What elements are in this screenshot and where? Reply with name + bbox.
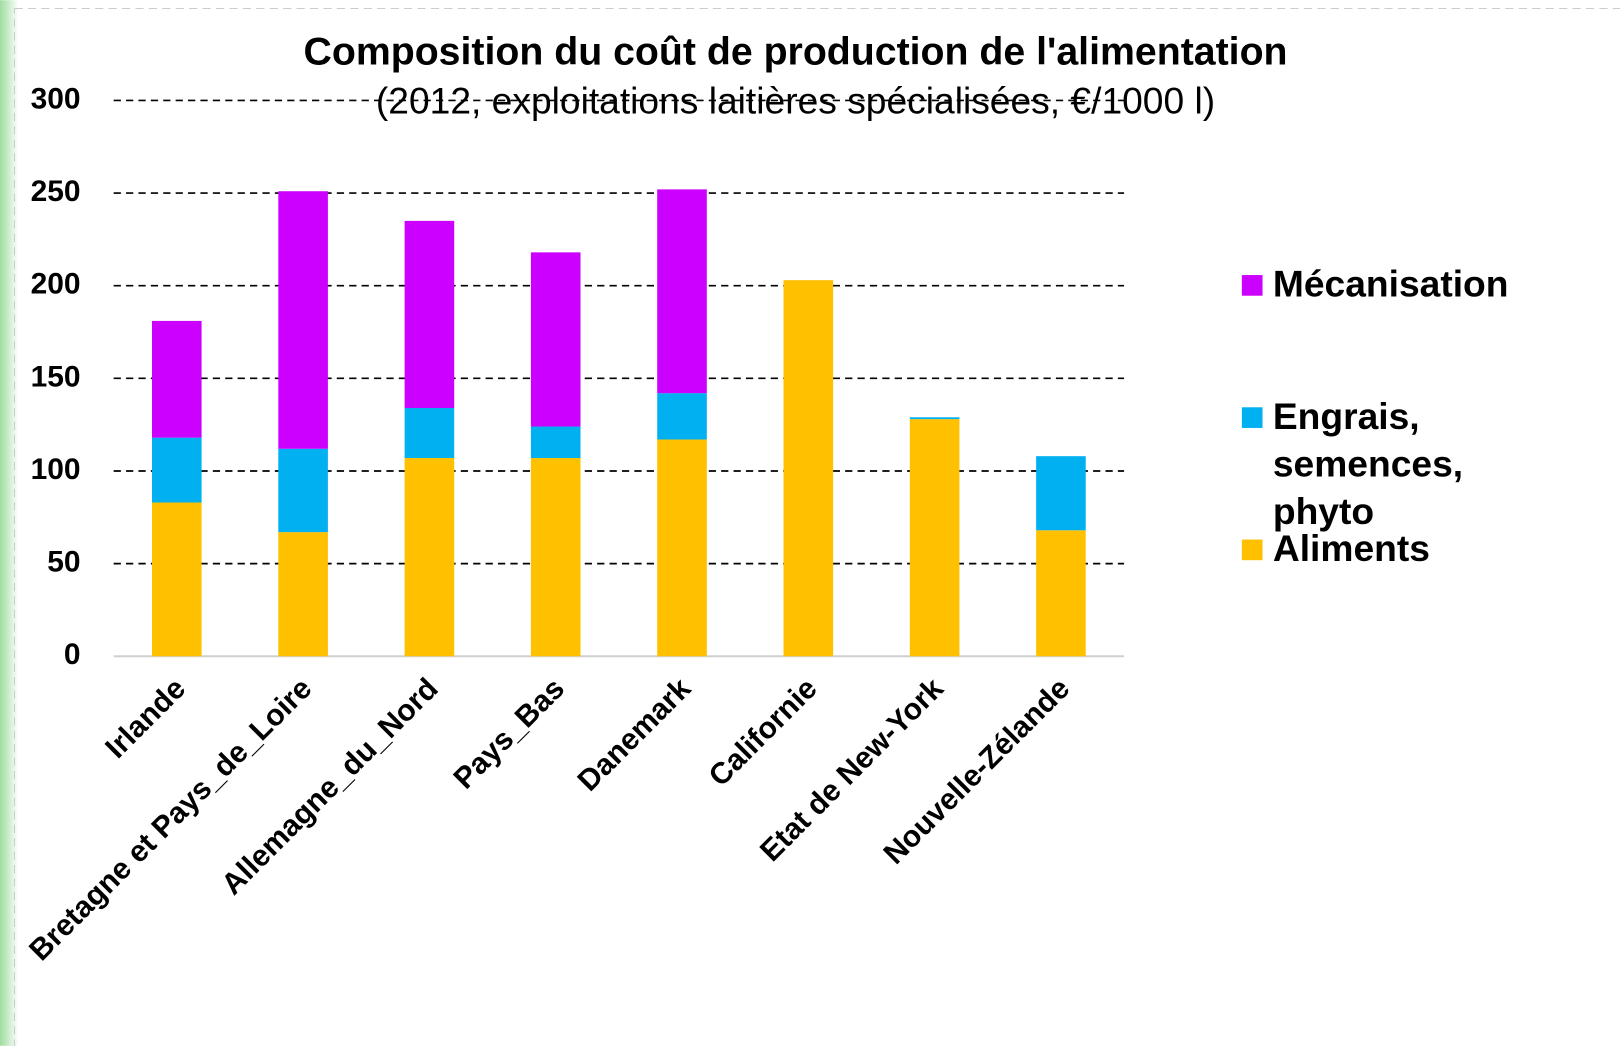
- bar-segment: [657, 189, 707, 394]
- bar-segment: [152, 320, 202, 438]
- y-tick-label: 50: [47, 546, 80, 579]
- y-tick-label: 250: [31, 175, 81, 208]
- legend-label: Mécanisation: [1272, 262, 1509, 306]
- bar-segment: [530, 252, 581, 427]
- bar-segment: [404, 220, 455, 409]
- x-tick-label: Irlande: [99, 672, 192, 765]
- bar-segment: [909, 419, 960, 657]
- bar-segment: [657, 439, 707, 657]
- legend-entry: Engrais, semences, phyto: [1272, 394, 1464, 533]
- y-tick-label: 100: [31, 453, 81, 486]
- bar-segment: [278, 191, 328, 449]
- bar-segment: [404, 408, 455, 459]
- side-strip: [0, 0, 19, 1046]
- bar-segment: [404, 458, 455, 657]
- legend-label: Engrais, semences, phyto: [1272, 394, 1464, 533]
- legend-entry: Aliments: [1272, 527, 1430, 570]
- chart-subtitle: (2012, exploitations laitières spécialis…: [376, 79, 1215, 121]
- bar-segment: [909, 417, 960, 420]
- bar-segment: [783, 280, 834, 657]
- y-tick-label: 150: [31, 360, 81, 393]
- bar-segment: [278, 532, 328, 657]
- x-tick-label: Danemark: [572, 672, 698, 798]
- bar-segment: [530, 426, 581, 459]
- bar-segment: [152, 502, 202, 657]
- bar-segment: [1036, 456, 1086, 531]
- y-tick-label: 300: [31, 82, 81, 115]
- bar-segment: [530, 458, 581, 657]
- x-tick-label: Californie: [703, 672, 824, 793]
- bar-segment: [278, 448, 328, 533]
- x-tick-label: Allemagne_du_Nord: [215, 672, 444, 901]
- chart-title: Composition du coût de production de l'a…: [304, 29, 1288, 73]
- y-tick-label: 0: [64, 638, 81, 671]
- bar-segment: [1036, 530, 1086, 657]
- legend-swatch: [1241, 539, 1263, 561]
- y-tick-label: 200: [31, 268, 81, 301]
- frame: [13, 7, 1620, 1046]
- x-tick-label: Pays_Bas: [448, 672, 571, 795]
- bar-segment: [657, 393, 707, 440]
- legend-label: Aliments: [1272, 527, 1430, 570]
- legend-swatch: [1241, 407, 1263, 428]
- legend-entry: Mécanisation: [1272, 262, 1509, 306]
- bar-segment: [152, 437, 202, 503]
- legend-swatch: [1241, 275, 1263, 296]
